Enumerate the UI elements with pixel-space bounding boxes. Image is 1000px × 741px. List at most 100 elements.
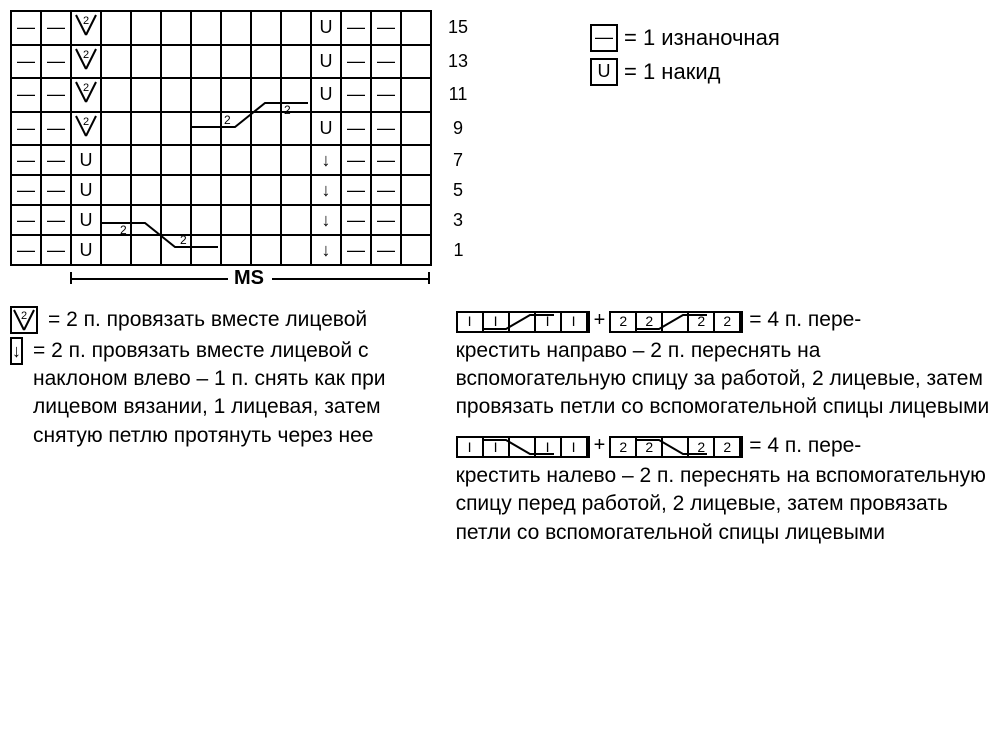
chart-cell — [221, 11, 251, 45]
chart-cell — [101, 235, 131, 265]
chart-cell: 2 — [71, 45, 101, 79]
svg-text:2: 2 — [83, 82, 89, 94]
chart-cell: — — [371, 45, 401, 79]
legend-ssk-text: = 2 п. провязать вместе лицевой с наклон… — [33, 337, 436, 450]
chart-cell — [281, 175, 311, 205]
chart-cell — [191, 235, 221, 265]
chart-cell — [281, 112, 311, 146]
chart-cell — [281, 45, 311, 79]
chart-cell: — — [341, 78, 371, 112]
chart-cell — [101, 145, 131, 175]
cable-left-icon-b: 2222 — [609, 432, 743, 460]
chart-cell — [221, 112, 251, 146]
chart-cell — [191, 11, 221, 45]
chart-cell — [221, 205, 251, 235]
bottom-area: 2 = 2 п. провязать вместе лицевой ↓ = 2 … — [10, 306, 990, 547]
chart-cell — [281, 78, 311, 112]
chart-cell: — — [371, 112, 401, 146]
chart-cell — [161, 11, 191, 45]
chart-cell: U — [311, 45, 341, 79]
chart-cell: — — [341, 175, 371, 205]
chart-cell — [401, 235, 431, 265]
chart-cell: 2 — [71, 11, 101, 45]
chart-cell — [251, 45, 281, 79]
chart-cell: — — [11, 145, 41, 175]
chart-cell — [281, 11, 311, 45]
chart-cell: ↓ — [311, 205, 341, 235]
chart-cell — [401, 112, 431, 146]
ms-label: MS — [234, 266, 264, 290]
row-number: 5 — [431, 175, 479, 205]
chart-cell: — — [371, 235, 401, 265]
chart-cell: — — [41, 78, 71, 112]
chart-cell — [131, 205, 161, 235]
chart-cell — [251, 112, 281, 146]
legend-purl: — = 1 изнаночная — [590, 24, 780, 52]
chart-cell: — — [371, 205, 401, 235]
legend-cable-left-rest: крестить налево – 2 п. переснять на вспо… — [456, 462, 990, 547]
chart-cell: — — [41, 145, 71, 175]
legend-cable-right: IIII + 2222 = 4 п. пере- — [456, 306, 990, 334]
chart-cell — [401, 175, 431, 205]
knitting-chart: ——2U——15——2U——13——2U——11——2U——9——U↓——7——… — [10, 10, 480, 266]
plus-icon: + — [594, 307, 606, 334]
chart-cell: — — [11, 175, 41, 205]
chart-cell: U — [71, 205, 101, 235]
chart-cell: — — [341, 112, 371, 146]
chart-cell — [131, 45, 161, 79]
chart-cell: — — [341, 235, 371, 265]
chart-cell — [131, 235, 161, 265]
chart-cell — [251, 78, 281, 112]
svg-text:2: 2 — [83, 49, 89, 61]
legend-ssk: ↓ = 2 п. провязать вместе лицевой с накл… — [10, 337, 436, 450]
chart-cell — [131, 11, 161, 45]
row-number: 13 — [431, 45, 479, 79]
chart-cell — [161, 78, 191, 112]
chart-cell — [401, 45, 431, 79]
chart-cell — [221, 235, 251, 265]
chart-cell: — — [371, 145, 401, 175]
chart-cell: — — [41, 175, 71, 205]
chart-cell — [221, 175, 251, 205]
chart-cell: — — [341, 45, 371, 79]
legend-yo-text: = 1 накид — [624, 59, 720, 85]
chart-cell — [101, 205, 131, 235]
cable-right-icon-a: IIII — [456, 306, 590, 334]
chart-cell — [281, 145, 311, 175]
chart-cell: U — [311, 11, 341, 45]
top-area: ——2U——15——2U——13——2U——11——2U——9——U↓——7——… — [10, 10, 990, 296]
chart-cell — [161, 175, 191, 205]
row-number: 15 — [431, 11, 479, 45]
chart-cell: U — [71, 175, 101, 205]
chart-cell — [161, 145, 191, 175]
chart-cell: — — [341, 11, 371, 45]
svg-text:2: 2 — [83, 116, 89, 128]
chart-cell: — — [11, 112, 41, 146]
chart-cell: — — [41, 45, 71, 79]
chart-cell — [191, 175, 221, 205]
chart-cell — [191, 145, 221, 175]
u-icon: U — [590, 58, 618, 86]
row-number: 11 — [431, 78, 479, 112]
chart-cell — [101, 112, 131, 146]
chart-cell: — — [41, 11, 71, 45]
chart-cell — [251, 235, 281, 265]
chart-cell: U — [71, 145, 101, 175]
chart-cell — [251, 11, 281, 45]
chart-cell: — — [371, 78, 401, 112]
chart-cell — [161, 205, 191, 235]
plus-icon: + — [594, 432, 606, 459]
chart-cell: — — [11, 235, 41, 265]
chart-cell: U — [311, 112, 341, 146]
chart-cell — [401, 145, 431, 175]
chart-cell — [161, 45, 191, 79]
chart-cell — [101, 78, 131, 112]
cable-left-icon-a: IIII — [456, 432, 590, 460]
chart-cell — [221, 145, 251, 175]
chart-cell — [191, 45, 221, 79]
chart-cell — [161, 112, 191, 146]
v2-icon: 2 — [10, 306, 38, 334]
chart-cell: — — [11, 45, 41, 79]
dash-icon: — — [590, 24, 618, 52]
chart-cell: — — [11, 11, 41, 45]
